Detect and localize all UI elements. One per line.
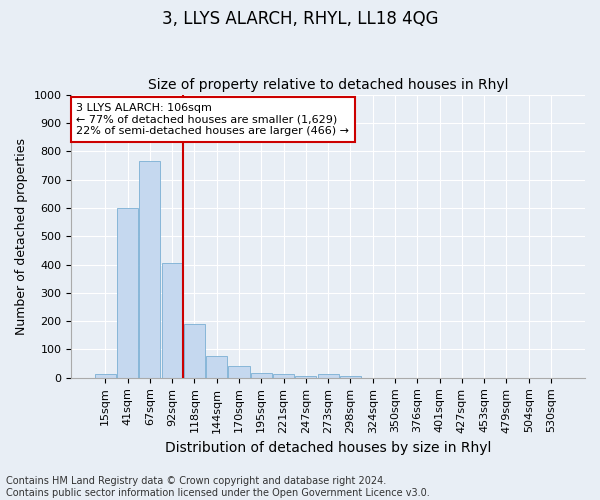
Bar xyxy=(340,376,361,378)
X-axis label: Distribution of detached houses by size in Rhyl: Distribution of detached houses by size … xyxy=(165,441,491,455)
Bar xyxy=(161,263,182,378)
Bar xyxy=(317,374,339,378)
Text: 3 LLYS ALARCH: 106sqm
← 77% of detached houses are smaller (1,629)
22% of semi-d: 3 LLYS ALARCH: 106sqm ← 77% of detached … xyxy=(76,103,349,136)
Bar xyxy=(117,208,138,378)
Bar xyxy=(95,374,116,378)
Bar xyxy=(229,366,250,378)
Bar xyxy=(295,376,316,378)
Bar xyxy=(139,161,160,378)
Bar xyxy=(273,374,294,378)
Text: Contains HM Land Registry data © Crown copyright and database right 2024.
Contai: Contains HM Land Registry data © Crown c… xyxy=(6,476,430,498)
Y-axis label: Number of detached properties: Number of detached properties xyxy=(15,138,28,334)
Title: Size of property relative to detached houses in Rhyl: Size of property relative to detached ho… xyxy=(148,78,508,92)
Bar xyxy=(184,324,205,378)
Bar xyxy=(251,372,272,378)
Text: 3, LLYS ALARCH, RHYL, LL18 4QG: 3, LLYS ALARCH, RHYL, LL18 4QG xyxy=(162,10,438,28)
Bar xyxy=(206,356,227,378)
